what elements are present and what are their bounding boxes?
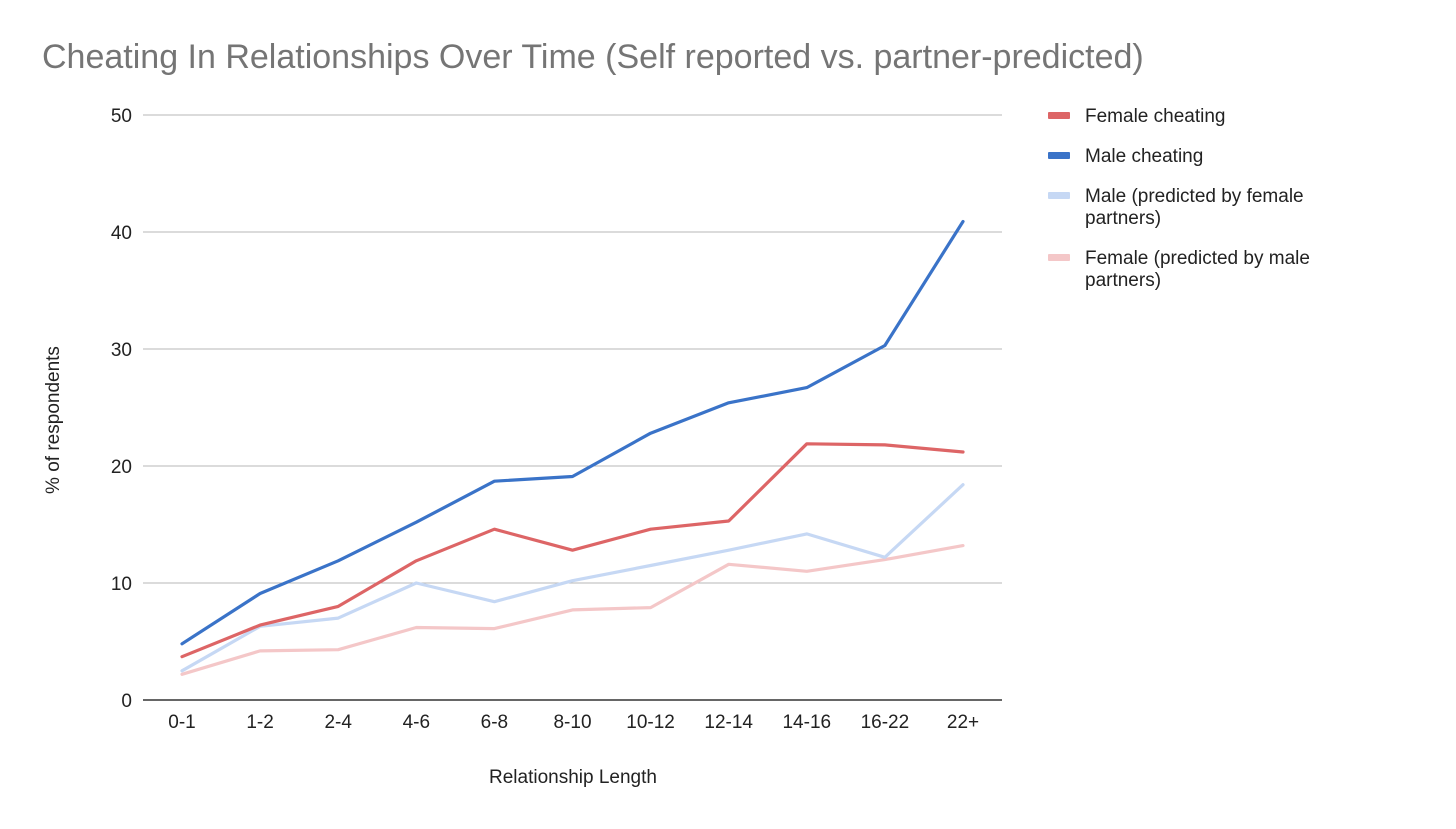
x-axis-ticks: 0-1 1-2 2-4 4-6 6-8 8-10 10-12 12-14 14-16 16-22 2…	[168, 712, 979, 733]
legend-label: Female cheating	[1085, 106, 1225, 127]
y-axis-ticks: 0 10 20 30 40 50	[111, 106, 132, 712]
y-tick-label: 20	[111, 457, 132, 478]
x-tick-label: 12-14	[704, 712, 753, 733]
y-axis-title: % of respondents	[43, 346, 64, 494]
legend-swatch	[1048, 112, 1070, 119]
legend-item: Male cheating	[1048, 146, 1203, 167]
legend-label: Female (predicted by male partners)	[1085, 248, 1310, 291]
legend-label: Male cheating	[1085, 146, 1203, 167]
x-axis-title: Relationship Length	[489, 767, 657, 788]
x-tick-label: 16-22	[861, 712, 910, 733]
series-line-male-predicted-by-female-partners	[180, 483, 965, 673]
series-line-male-cheating	[180, 219, 965, 646]
x-tick-label: 0-1	[168, 712, 195, 733]
legend-item: Female cheating	[1048, 106, 1225, 127]
series-line-female-cheating	[180, 442, 965, 659]
legend-item: Male (predicted by female partners)	[1048, 186, 1304, 229]
y-tick-label: 0	[121, 691, 132, 712]
x-tick-label: 4-6	[403, 712, 430, 733]
legend: Female cheating Male cheating Male (predic…	[1048, 106, 1310, 291]
x-tick-label: 10-12	[626, 712, 675, 733]
x-tick-label: 1-2	[246, 712, 273, 733]
chart-title: Cheating In Relationships Over Time (Sel…	[42, 38, 1144, 76]
legend-swatch	[1048, 152, 1070, 159]
x-tick-label: 14-16	[782, 712, 831, 733]
x-tick-label: 8-10	[553, 712, 591, 733]
y-tick-label: 50	[111, 106, 132, 127]
x-tick-label: 22+	[947, 712, 979, 733]
legend-item: Female (predicted by male partners)	[1048, 248, 1310, 291]
y-tick-label: 30	[111, 340, 132, 361]
legend-label: Male (predicted by female partners)	[1085, 186, 1304, 229]
series-lines	[180, 219, 965, 676]
series-line-female-predicted-by-male-partners	[180, 543, 965, 676]
legend-swatch	[1048, 254, 1070, 261]
y-tick-label: 10	[111, 574, 132, 595]
gridlines	[143, 114, 1002, 584]
x-tick-label: 6-8	[481, 712, 508, 733]
legend-swatch	[1048, 192, 1070, 199]
x-tick-label: 2-4	[324, 712, 352, 733]
y-tick-label: 40	[111, 223, 132, 244]
